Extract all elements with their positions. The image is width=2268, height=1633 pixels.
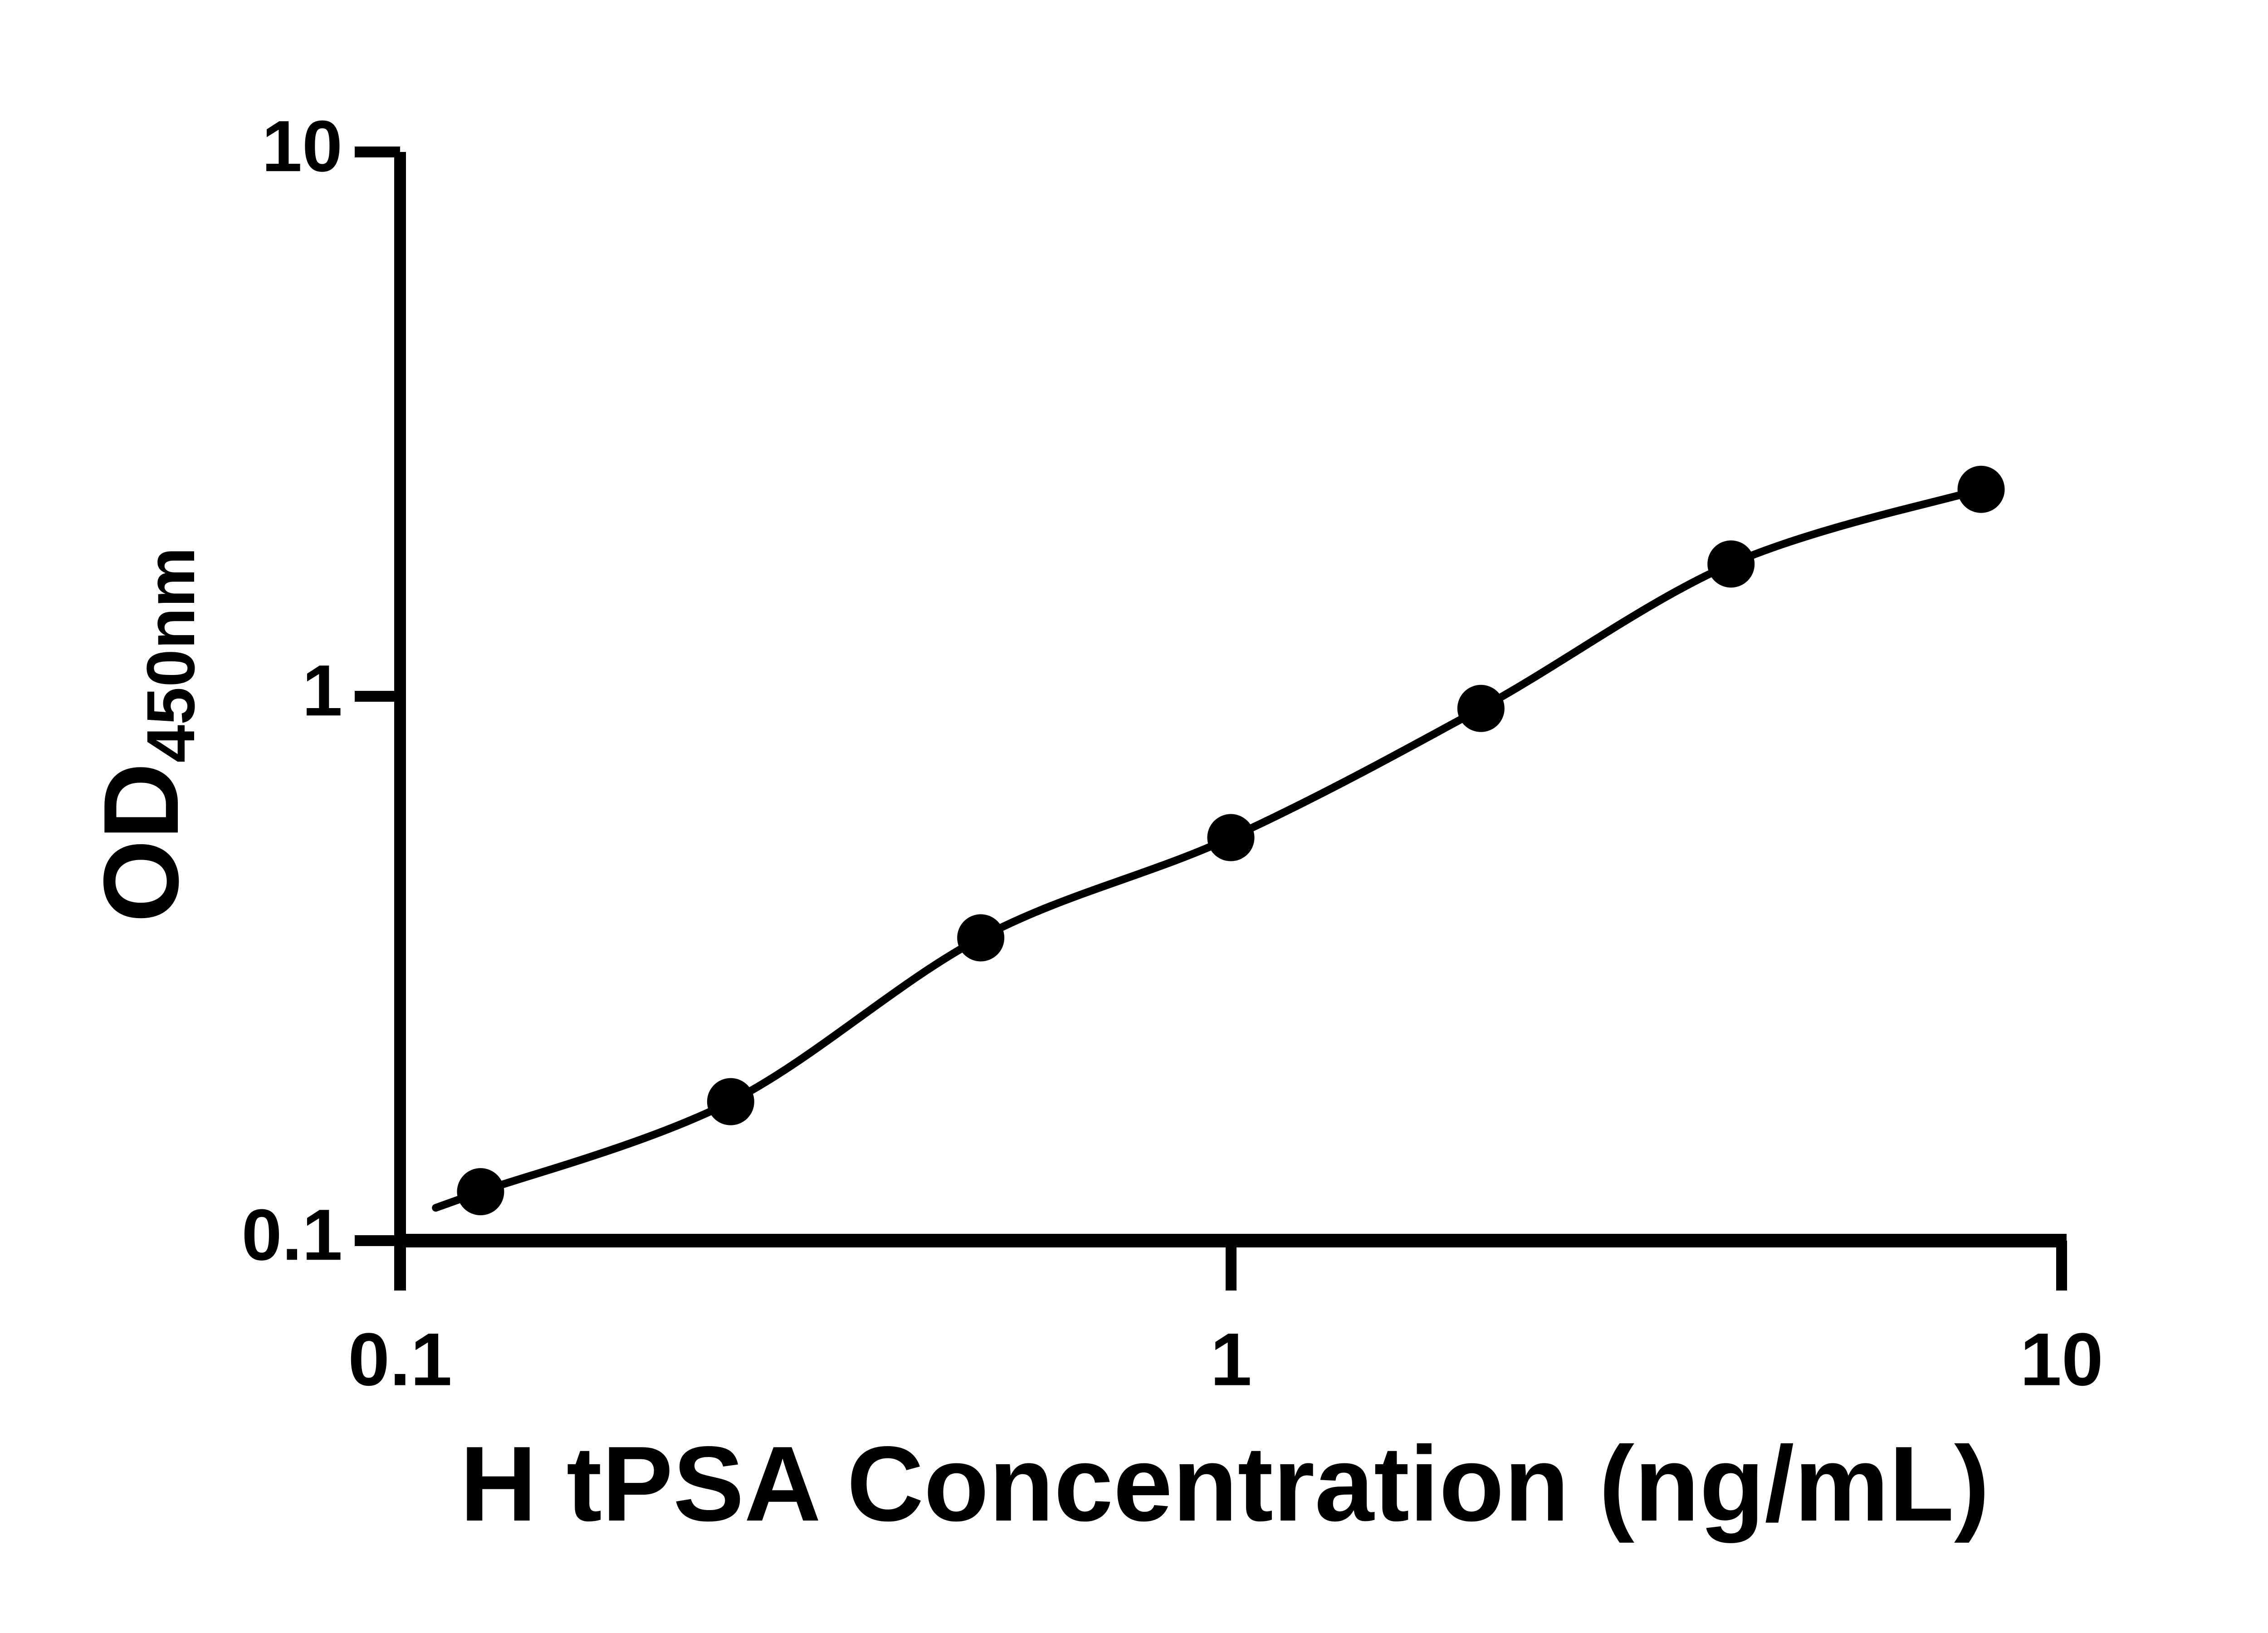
data-point-marker <box>1207 814 1255 861</box>
y-axis: 10 1 0.1 <box>242 105 406 1291</box>
data-point-markers <box>457 465 2005 1216</box>
x-tick-label-0-1: 0.1 <box>348 1318 452 1401</box>
x-tick-label-10: 10 <box>2020 1318 2103 1401</box>
data-point-marker <box>1957 465 2005 513</box>
data-point-marker <box>457 1168 504 1216</box>
data-series-layer <box>432 465 2005 1216</box>
x-tick-label-1: 1 <box>1210 1318 1252 1401</box>
y-axis-title-base: OD <box>81 763 200 923</box>
data-point-marker <box>1707 540 1755 588</box>
x-axis: 0.1 1 10 <box>348 1234 2103 1401</box>
data-point-marker <box>1457 684 1505 732</box>
x-axis-title: H tPSA Concentration (ng/mL) <box>460 1424 1990 1543</box>
y-axis-title-text: OD450nm <box>81 547 209 923</box>
y-axis-title: OD450nm <box>81 547 209 923</box>
y-tick-label-1: 1 <box>302 650 342 731</box>
y-axis-title-subscript: 450nm <box>132 547 209 763</box>
data-point-marker <box>707 1078 754 1125</box>
y-tick-label-10: 10 <box>262 105 342 186</box>
data-point-marker <box>957 914 1005 962</box>
y-tick-label-0-1: 0.1 <box>242 1194 342 1275</box>
